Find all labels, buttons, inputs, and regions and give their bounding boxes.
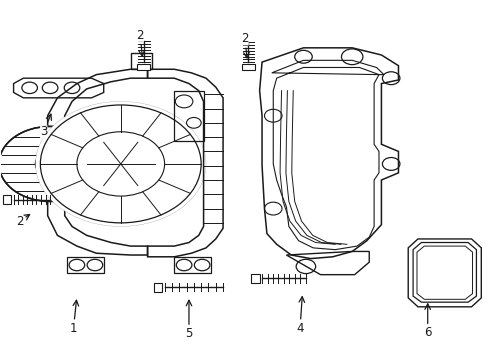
Polygon shape bbox=[154, 283, 162, 292]
Polygon shape bbox=[137, 64, 150, 70]
Circle shape bbox=[35, 102, 206, 226]
Polygon shape bbox=[3, 195, 11, 204]
Text: 5: 5 bbox=[185, 300, 193, 340]
Circle shape bbox=[35, 153, 65, 175]
Polygon shape bbox=[242, 64, 255, 70]
Text: 2: 2 bbox=[137, 29, 145, 56]
Text: 4: 4 bbox=[296, 297, 305, 335]
Circle shape bbox=[0, 126, 101, 202]
Text: 2: 2 bbox=[16, 215, 29, 228]
Polygon shape bbox=[251, 274, 260, 283]
Text: 3: 3 bbox=[40, 114, 51, 138]
Text: 1: 1 bbox=[70, 300, 78, 335]
Text: 2: 2 bbox=[241, 32, 249, 58]
Text: 6: 6 bbox=[424, 304, 432, 339]
